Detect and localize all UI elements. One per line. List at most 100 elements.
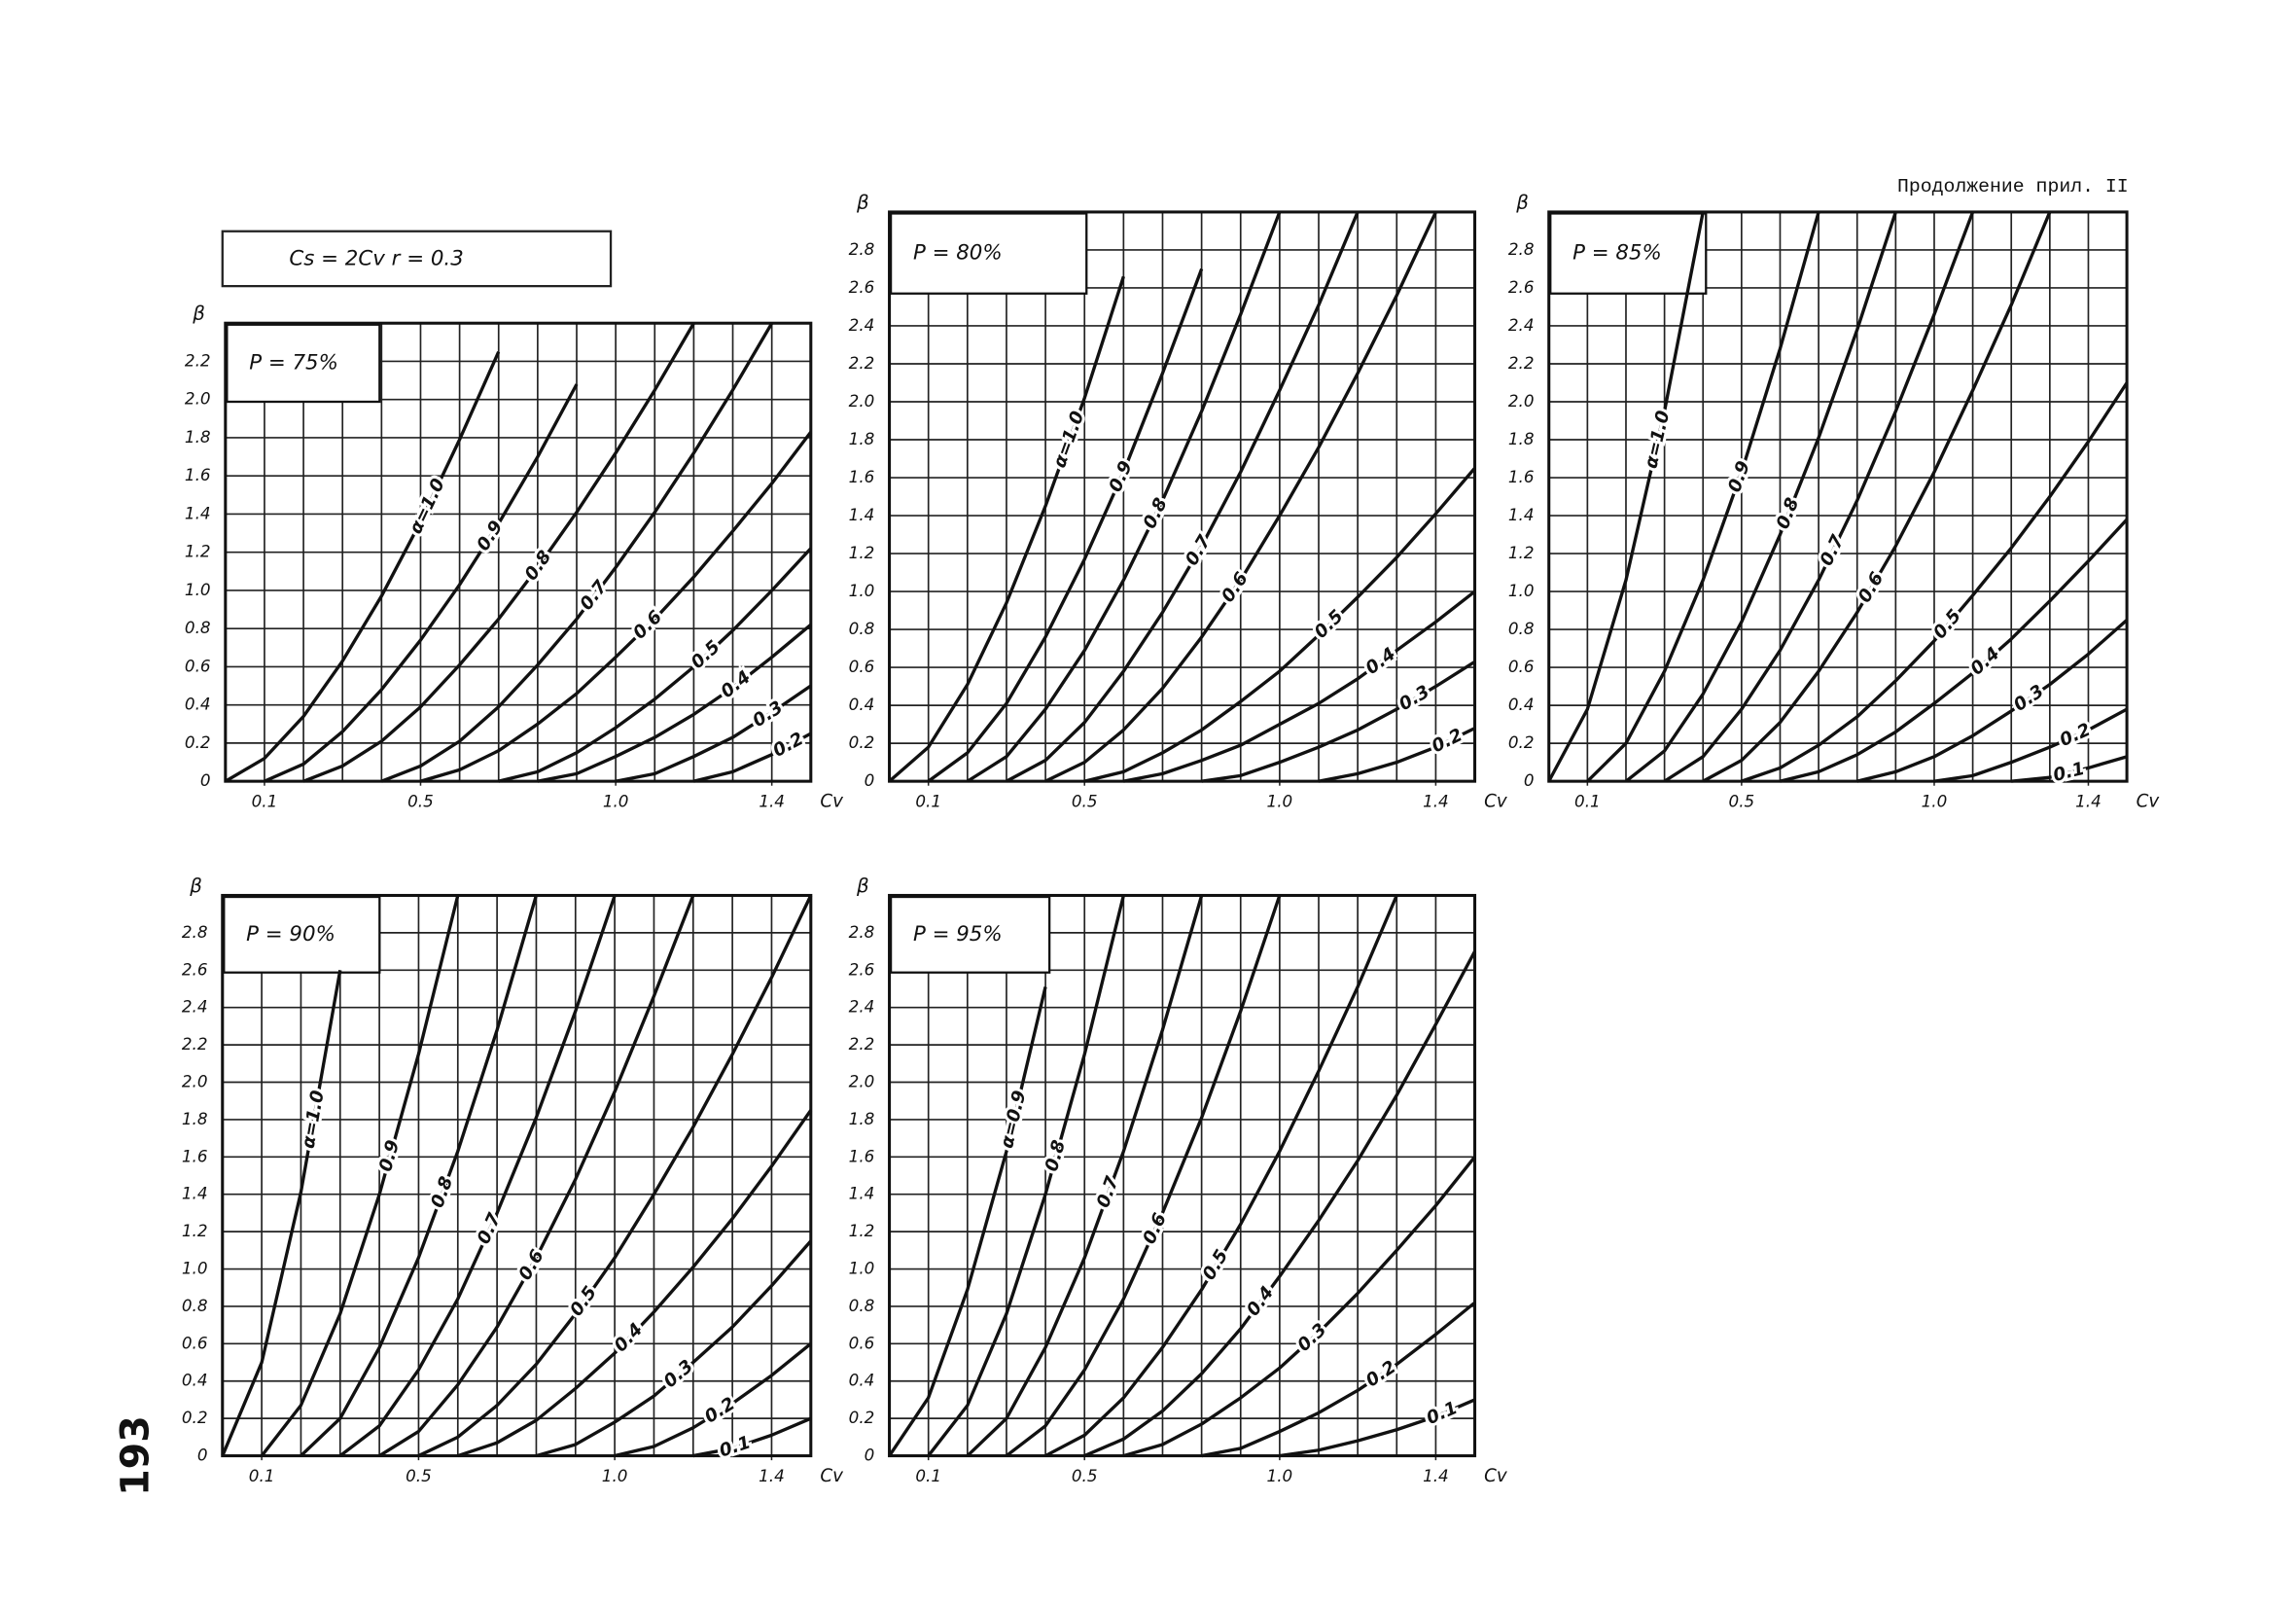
y-tick-label: 2.8: [1508, 239, 1535, 259]
y-tick-label: 1.0: [1508, 581, 1535, 600]
curve: [1547, 211, 1705, 782]
title-box: [889, 895, 1051, 974]
y-tick-label: 1.2: [849, 543, 875, 562]
curve: [1006, 211, 1360, 783]
curve: [1586, 211, 1820, 783]
y-tick-label: 1.2: [185, 542, 211, 561]
y-tick-label: 2.2: [1508, 353, 1535, 373]
y-tick-label: 0.8: [185, 618, 211, 637]
parameter-text: Cs = 2Cv r = 0.3: [289, 247, 463, 271]
y-tick-label: 1.8: [182, 1109, 208, 1128]
y-tick-label: 0.8: [182, 1296, 208, 1315]
y-tick-label: 2.2: [185, 350, 211, 370]
curve: [417, 894, 813, 1458]
y-tick-label: 2.6: [182, 959, 208, 979]
x-tick-label: 0.5: [406, 1466, 432, 1485]
y-tick-label: 1.2: [849, 1221, 875, 1240]
x-tick-label: 0.5: [1729, 791, 1755, 810]
curve: [693, 732, 812, 783]
y-tick-label: 2.0: [1508, 391, 1535, 411]
y-tick-label: 2.4: [849, 997, 875, 1017]
y-tick-label: 0.2: [1508, 732, 1535, 752]
curve: [302, 322, 695, 783]
y-tick-label: 0.6: [185, 656, 211, 675]
y-axis-label: β: [856, 191, 869, 213]
y-tick-label: 1.8: [849, 429, 875, 448]
y-tick-label: 0.4: [849, 695, 875, 714]
curve: [535, 1239, 813, 1458]
x-tick-label: 0.1: [1574, 791, 1601, 810]
y-axis-label: β: [192, 303, 205, 325]
y-tick-label: 2.8: [849, 922, 875, 942]
curve: [692, 1416, 812, 1458]
y-tick-label: 0.8: [1508, 619, 1535, 638]
title-box: [1549, 212, 1708, 295]
y-tick-label: 0.6: [849, 1333, 875, 1352]
y-tick-label: 0: [197, 1446, 208, 1465]
x-axis-label: Cv: [2137, 791, 2161, 811]
curve: [2011, 755, 2128, 783]
y-tick-label: 2.6: [1508, 277, 1535, 297]
chart-title: P = 80%: [913, 241, 1003, 266]
curve: [888, 986, 1047, 1457]
curve: [1780, 518, 2129, 783]
curve: [1044, 894, 1398, 1458]
continuation-note: Продолжение прил. II: [1897, 176, 2129, 197]
y-tick-label: 2.8: [849, 239, 875, 259]
page-number: 193: [113, 1415, 158, 1496]
chart-title: P = 90%: [246, 922, 336, 946]
y-tick-label: 0.4: [182, 1371, 208, 1390]
curve: [338, 894, 617, 1457]
plot-frame: [888, 210, 1477, 783]
x-tick-label: 1.0: [603, 791, 629, 810]
curve: [1123, 589, 1476, 783]
y-tick-label: 2.6: [849, 277, 875, 297]
x-tick-label: 1.4: [2075, 791, 2102, 810]
x-tick-label: 1.0: [1267, 791, 1293, 810]
y-tick-label: 0: [200, 770, 211, 790]
curve: [1856, 619, 2129, 783]
y-tick-label: 0.6: [1508, 657, 1535, 676]
y-tick-label: 0.4: [849, 1371, 875, 1390]
x-tick-label: 0.5: [1072, 1466, 1098, 1485]
y-tick-label: 0.2: [182, 1408, 208, 1427]
y-tick-label: 1.8: [1508, 429, 1535, 448]
curve: [966, 211, 1282, 783]
y-tick-label: 0.2: [849, 732, 875, 752]
curve: [615, 684, 812, 783]
y-tick-label: 1.4: [185, 503, 211, 522]
curve: [1624, 211, 1897, 783]
x-axis-label: Cv: [820, 1466, 844, 1486]
x-tick-label: 1.4: [1423, 791, 1449, 810]
y-tick-label: 1.2: [182, 1221, 208, 1240]
y-tick-label: 2.2: [849, 1034, 875, 1053]
y-tick-label: 1.0: [185, 580, 211, 599]
curve: [420, 431, 813, 783]
y-tick-label: 0: [865, 770, 875, 790]
y-tick-label: 1.4: [849, 1184, 875, 1203]
y-tick-label: 0: [865, 1446, 875, 1465]
curve: [537, 623, 812, 783]
y-axis-label: β: [189, 875, 202, 897]
y-tick-label: 1.8: [185, 427, 211, 446]
y-tick-label: 1.0: [182, 1259, 208, 1278]
y-tick-label: 1.4: [849, 505, 875, 524]
curve: [927, 895, 1125, 1457]
chart-title: P = 85%: [1572, 241, 1662, 266]
y-tick-label: 2.4: [849, 315, 875, 335]
curve: [498, 547, 813, 783]
curve: [1933, 707, 2128, 783]
curve: [1279, 1398, 1476, 1458]
y-tick-label: 0.6: [849, 657, 875, 676]
title-box: [223, 895, 381, 974]
plot-frame: [888, 893, 1477, 1458]
curve: [264, 383, 579, 783]
y-tick-label: 2.2: [182, 1034, 208, 1053]
y-tick-label: 0.8: [849, 1296, 875, 1315]
title-box: [889, 212, 1088, 295]
parameter-box: [221, 230, 613, 288]
x-tick-label: 0.1: [249, 1466, 275, 1485]
x-tick-label: 0.5: [1072, 791, 1098, 810]
curve: [378, 894, 695, 1457]
